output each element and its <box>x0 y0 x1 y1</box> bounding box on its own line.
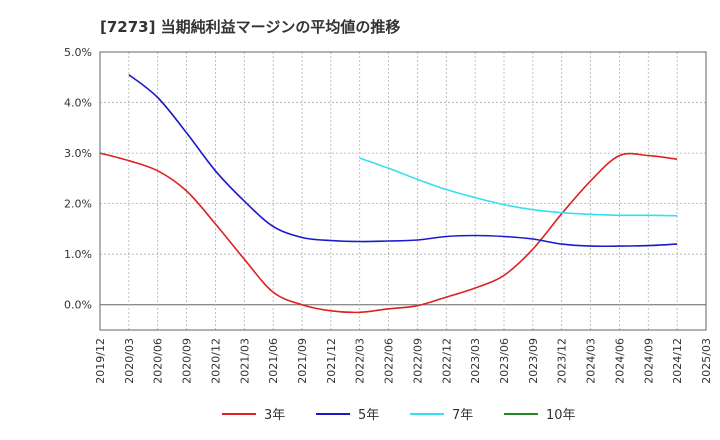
x-tick-label: 2022/09 <box>411 338 424 384</box>
y-tick-label: 4.0% <box>64 97 92 110</box>
x-tick-label: 2020/09 <box>181 338 194 384</box>
plot-frame <box>99 51 707 331</box>
chart-title: [7273] 当期純利益マージンの平均値の推移 <box>100 18 400 36</box>
y-tick-label: 5.0% <box>64 46 92 59</box>
y-tick-label: 2.0% <box>64 198 92 211</box>
grid <box>99 51 707 330</box>
x-tick-label: 2020/12 <box>209 338 222 384</box>
x-tick-label: 2019/12 <box>94 338 107 384</box>
x-tick-label: 2023/03 <box>469 338 482 384</box>
x-tick-label: 2020/06 <box>152 338 165 384</box>
x-tick-label: 2024/06 <box>613 338 626 384</box>
x-tick-label: 2021/09 <box>296 338 309 384</box>
x-tick-label: 2022/06 <box>383 338 396 384</box>
x-tick-label: 2022/03 <box>354 338 367 384</box>
x-tick-label: 2020/03 <box>123 338 136 384</box>
series-line-3 <box>359 157 678 217</box>
legend-label: 5年 <box>358 408 379 423</box>
x-tick-label: 2023/12 <box>556 338 569 384</box>
x-tick-label: 2021/03 <box>238 338 251 384</box>
legend-label: 3年 <box>264 408 285 423</box>
legend-label: 7年 <box>452 408 473 423</box>
series-lines <box>99 74 678 314</box>
series-line-1 <box>99 152 678 314</box>
x-axis: 2019/12 2020/03 2020/06 2020/09 2020/12 2021/… <box>94 338 713 384</box>
legend: 3年 5年 7年 10年 <box>222 408 576 423</box>
legend-label: 10年 <box>546 408 576 423</box>
y-tick-label: 0.0% <box>64 299 92 312</box>
y-tick-label: 3.0% <box>64 147 92 160</box>
x-tick-label: 2024/03 <box>585 338 598 384</box>
x-tick-label: 2024/09 <box>642 338 655 384</box>
y-tick-label: 1.0% <box>64 248 92 261</box>
x-tick-label: 2021/12 <box>325 338 338 384</box>
series-line-2 <box>128 74 678 248</box>
x-tick-label: 2023/06 <box>498 338 511 384</box>
x-tick-label: 2023/09 <box>527 338 540 384</box>
x-tick-label: 2022/12 <box>440 338 453 384</box>
y-axis: 0.0% 1.0% 2.0% 3.0% 4.0% 5.0% <box>64 46 92 312</box>
x-tick-label: 2024/12 <box>671 338 684 384</box>
x-tick-label: 2025/03 <box>700 338 713 384</box>
x-tick-label: 2021/06 <box>267 338 280 384</box>
